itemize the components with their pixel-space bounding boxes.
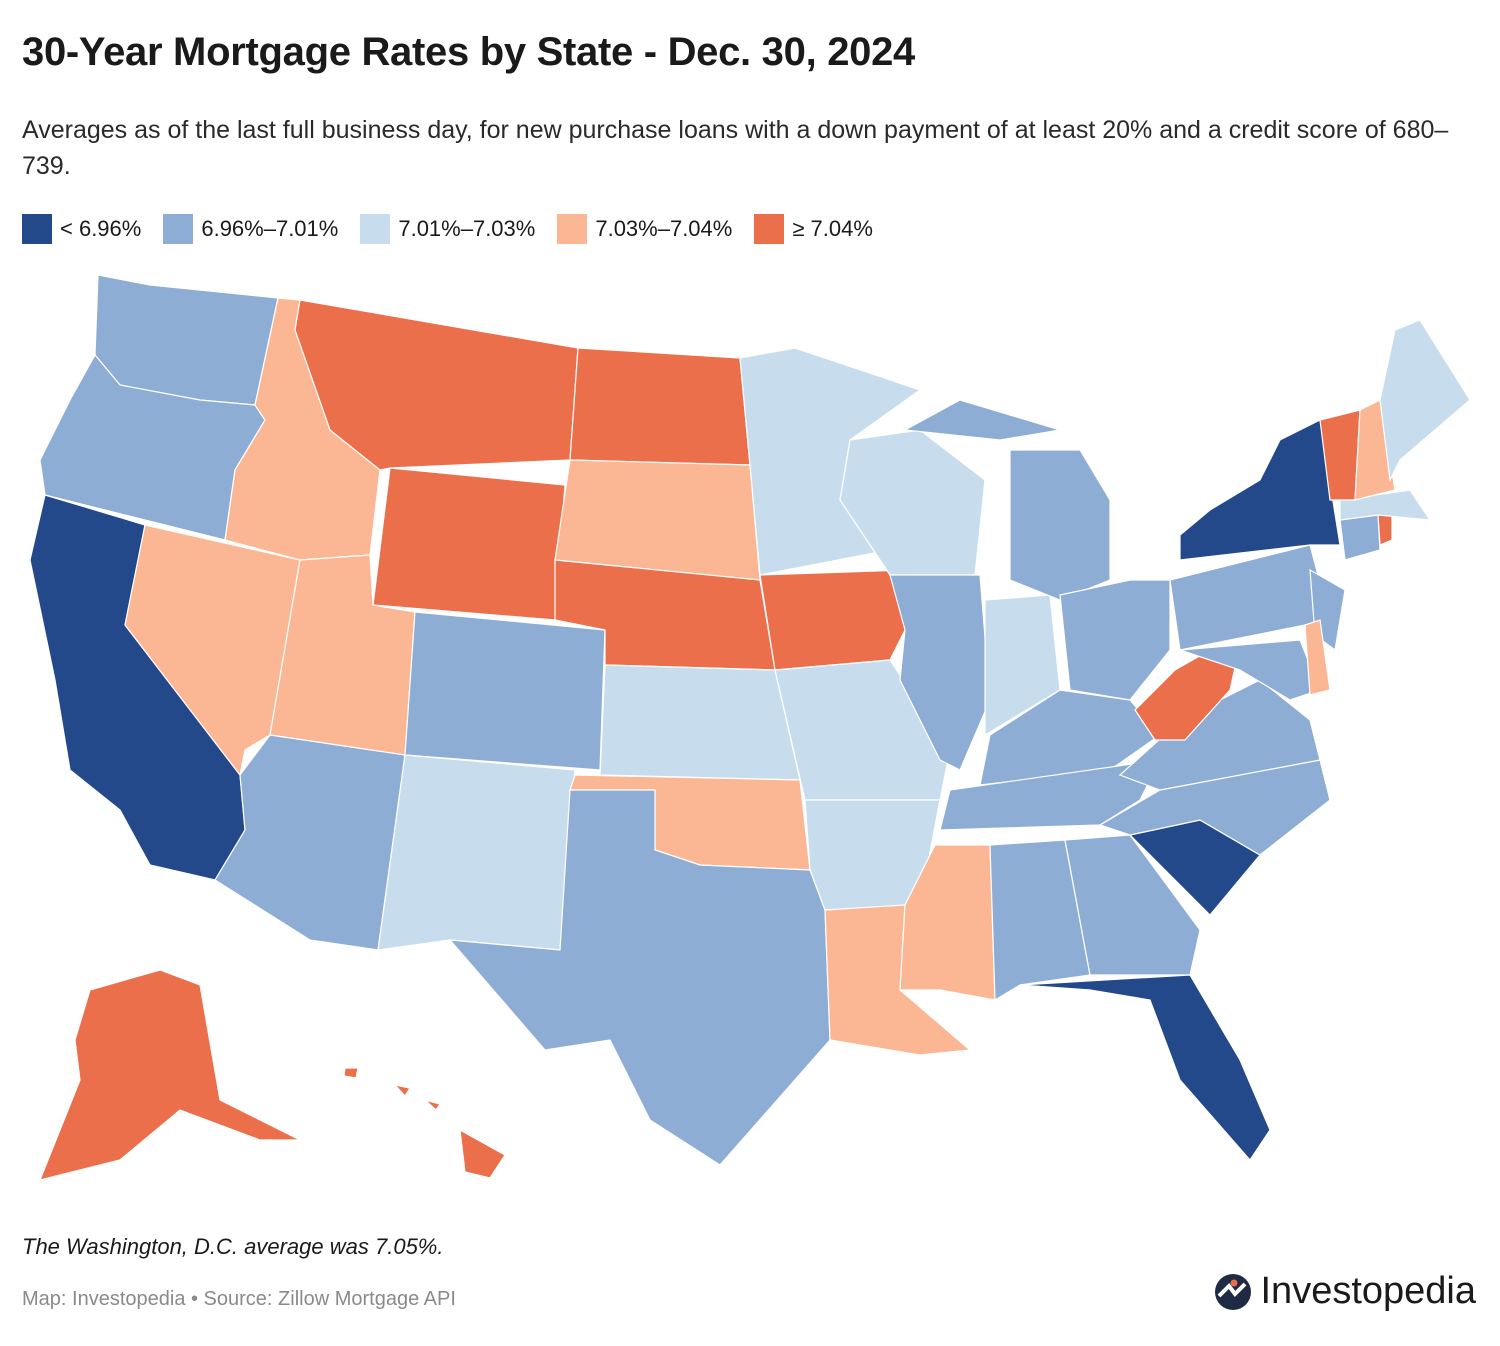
state-nh <box>1354 399 1396 501</box>
state-shape <box>424 1099 441 1111</box>
state-nd <box>569 347 751 466</box>
legend-item: 6.96%–7.01% <box>163 214 338 244</box>
state-oh <box>1059 579 1171 701</box>
legend-label: ≥ 7.04% <box>792 216 873 241</box>
state-shape <box>1064 834 1201 976</box>
state-shape <box>759 569 916 671</box>
legend-label: 7.03%–7.04% <box>595 216 733 241</box>
state-ks <box>599 664 801 781</box>
legend-swatch <box>360 214 391 244</box>
legend-swatch <box>163 214 194 244</box>
state-shape <box>1379 319 1471 483</box>
state-ga <box>1064 834 1201 976</box>
state-shape <box>989 839 1091 1002</box>
legend-swatch <box>754 214 785 244</box>
state-shape <box>1354 399 1396 501</box>
state-shape <box>939 759 1162 831</box>
state-shape <box>903 399 1061 441</box>
state-shape <box>1377 514 1393 546</box>
chart-subtitle: Averages as of the last full business da… <box>22 116 1449 180</box>
state-shape <box>39 969 301 1181</box>
state-de <box>1304 619 1331 696</box>
state-shape <box>1304 619 1331 696</box>
legend-swatch <box>22 214 52 244</box>
legend-item: ≥ 7.04% <box>754 214 873 244</box>
legend-label: 7.01%–7.03% <box>398 216 536 241</box>
state-az <box>214 734 406 951</box>
state-tx <box>448 789 831 1166</box>
state-shape <box>1059 579 1171 701</box>
dc-note: The Washington, D.C. average was 7.05%. <box>22 1234 444 1259</box>
legend-item: 7.03%–7.04% <box>557 214 732 244</box>
state-shape <box>372 467 566 621</box>
state-shape <box>404 611 606 771</box>
state-shape <box>1179 639 1321 701</box>
legend-item: 7.01%–7.03% <box>360 214 535 244</box>
state-mo <box>774 659 951 801</box>
state-shape <box>1179 419 1341 561</box>
logo-icon <box>1214 1273 1251 1310</box>
state-shape <box>554 459 761 581</box>
state-shape <box>459 1128 506 1179</box>
state-nm <box>377 754 576 951</box>
state-hi <box>343 1067 506 1179</box>
state-ia <box>759 569 916 671</box>
source-credit: Map: Investopedia • Source: Zillow Mortg… <box>22 1288 456 1310</box>
legend-item: < 6.96% <box>22 214 141 244</box>
investopedia-logo: Investopedia <box>1213 1270 1477 1313</box>
state-shape <box>774 659 951 801</box>
brand-name: Investopedia <box>1260 1270 1477 1312</box>
state-shape <box>343 1067 359 1079</box>
state-md <box>1179 639 1321 701</box>
state-ri <box>1377 514 1393 546</box>
state-al <box>989 839 1091 1002</box>
state-shape <box>214 734 406 951</box>
state-shape <box>448 789 831 1166</box>
state-mi <box>903 399 1111 601</box>
state-il <box>889 574 991 771</box>
state-wy <box>372 467 566 621</box>
state-me <box>1379 319 1471 483</box>
state-shape <box>1009 449 1111 601</box>
state-ak <box>39 969 301 1181</box>
state-sd <box>554 459 761 581</box>
state-fl <box>1019 974 1271 1161</box>
chart-title: 30-Year Mortgage Rates by State - Dec. 3… <box>22 30 915 74</box>
state-shape <box>393 1084 411 1097</box>
legend: < 6.96% 6.96%–7.01% 7.01%–7.03% 7.03%–7.… <box>22 214 873 244</box>
legend-label: 6.96%–7.01% <box>201 216 339 241</box>
state-shape <box>377 754 576 951</box>
state-shape <box>889 574 991 771</box>
legend-label: < 6.96% <box>60 216 142 241</box>
state-tn <box>939 759 1162 831</box>
state-shape <box>569 347 751 466</box>
state-shape <box>1339 514 1381 561</box>
legend-swatch <box>557 214 588 244</box>
state-shape <box>1019 974 1271 1161</box>
state-ny <box>1179 419 1341 561</box>
state-co <box>404 611 606 771</box>
state-ct <box>1339 514 1381 561</box>
state-shape <box>599 664 801 781</box>
